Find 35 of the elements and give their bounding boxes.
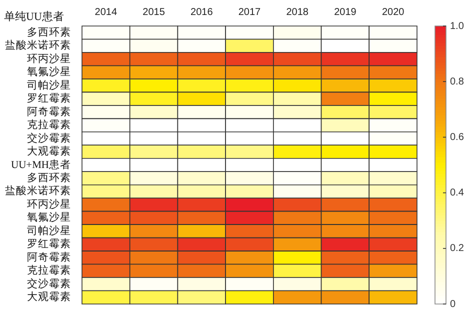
y-tick-label: UU+MH患者 [10,158,71,171]
y-tick-label: 氧氟沙星 [27,65,71,78]
x-tick-label: 2016 [190,6,214,18]
y-tick-label: 阿奇霉素 [27,104,71,118]
color-bar-label: 0.8 [450,76,464,88]
x-tick-label: 2020 [382,6,405,18]
y-tick-label: 交沙霉素 [27,131,71,144]
y-tick-label: 环丙沙星 [27,197,71,210]
y-tick-label: 氧氟沙星 [27,210,71,224]
x-tick-label: 2017 [238,6,262,18]
color-bar-label: 1.0 [450,20,464,32]
y-tick-label: 司帕沙星 [27,78,71,92]
color-bar-label: 0.2 [450,243,464,254]
y-tick-label: 克拉霉素 [27,264,71,277]
y-tick-label: 司帕沙星 [27,224,71,237]
x-tick-label: 2014 [94,6,118,18]
y-tick-label: 多西环素 [27,25,71,38]
y-tick-label: 阿奇霉素 [27,250,71,264]
color-bar-label: 0 [450,298,456,310]
y-tick-label: 克拉霉素 [27,118,71,132]
color-bar-label: 0.6 [450,132,464,143]
y-tick-label: 大观霉素 [27,144,71,158]
y-tick-label: 环丙沙星 [27,52,71,65]
y-tick-label: 多西环素 [27,170,71,184]
x-tick-label: 2019 [334,6,357,18]
y-tick-label: 罗红霉素 [27,92,71,105]
x-tick-label: 2015 [142,6,166,18]
y-tick-label: 盐酸米诺环素 [5,38,71,52]
y-tick-label: 盐酸米诺环素 [5,184,71,198]
chart-title: 单纯UU患者 [4,10,64,23]
y-tick-label: 罗红霉素 [27,237,71,250]
y-tick-label: 大观霉素 [27,290,71,304]
x-tick-label: 2018 [286,6,309,18]
y-tick-label: 交沙霉素 [27,276,71,290]
color-bar-label: 0.4 [450,188,464,199]
